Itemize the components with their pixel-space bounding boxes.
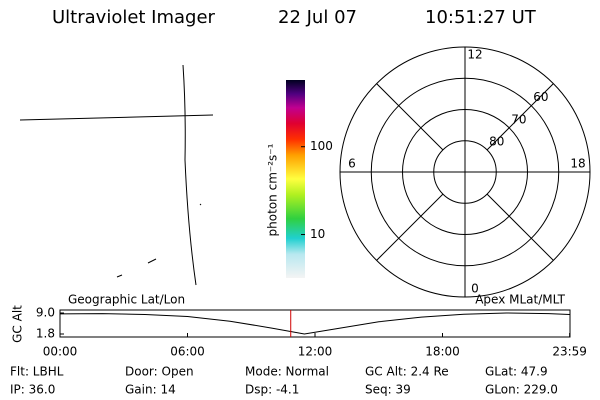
mlt-label: 6 [348,157,356,171]
x-tick-label: 00:00 [43,345,78,359]
lat-label: 70 [511,112,526,126]
info-field: GLat: 47.9 [485,365,548,379]
info-field: Gain: 14 [125,383,176,397]
mlt-spoke [376,193,444,261]
info-field: Flt: LBHL [10,365,64,379]
mlt-spoke [486,83,554,151]
info-field: Dsp: -4.1 [245,383,299,397]
info-field: IP: 36.0 [10,383,55,397]
colorbar-tick-label: 100 [310,139,333,153]
y-tick-label: 9.0 [36,306,55,320]
orbit-left-label: Geographic Lat/Lon [68,293,185,307]
info-field: Mode: Normal [245,365,329,379]
x-tick-label: 12:00 [298,345,333,359]
title: Ultraviolet Imager [52,7,216,28]
colorbar-tick-label: 10 [310,227,325,241]
mlt-label: 12 [467,48,482,62]
mlt-label: 18 [570,157,585,171]
orbit-ylabel: GC Alt [11,305,25,343]
mlt-label: 0 [471,282,479,296]
info-field: GC Alt: 2.4 Re [365,365,449,379]
orbit-right-label: Apex MLat/MLT [475,293,565,307]
info-field: Seq: 39 [365,383,411,397]
colorbar-label: photon cm⁻²s⁻¹ [266,143,280,236]
altitude-line [59,312,570,335]
geographic-map [19,64,214,286]
x-tick-label: 23:59 [552,345,587,359]
y-tick-label: 1.8 [36,327,55,341]
x-tick-label: 18:00 [425,345,460,359]
lat-label: 80 [489,134,504,148]
mlt-spoke [376,83,444,151]
time: 10:51:27 UT [425,7,537,28]
lat-label: 60 [533,90,548,104]
colorbar [286,80,305,278]
x-tick-label: 06:00 [170,345,205,359]
date: 22 Jul 07 [278,7,357,28]
info-field: Door: Open [125,365,194,379]
info-field: GLon: 229.0 [485,383,558,397]
mlt-spoke [486,193,554,261]
